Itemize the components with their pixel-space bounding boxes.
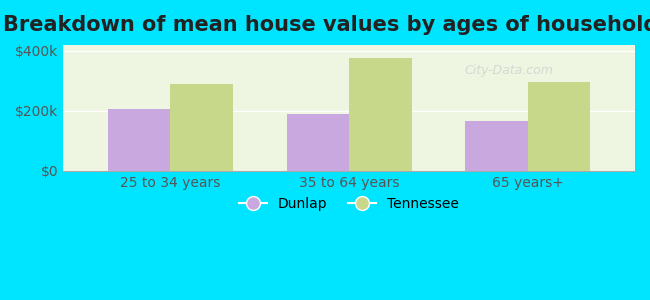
- Bar: [528, 82, 590, 171]
- Bar: [349, 58, 411, 171]
- Title: Breakdown of mean house values by ages of householders: Breakdown of mean house values by ages o…: [3, 15, 650, 35]
- Bar: [170, 84, 233, 171]
- Text: City-Data.com: City-Data.com: [465, 64, 554, 76]
- Legend: Dunlap, Tennessee: Dunlap, Tennessee: [233, 192, 465, 217]
- Bar: [465, 121, 528, 171]
- Bar: [287, 114, 349, 171]
- Bar: [108, 110, 170, 171]
